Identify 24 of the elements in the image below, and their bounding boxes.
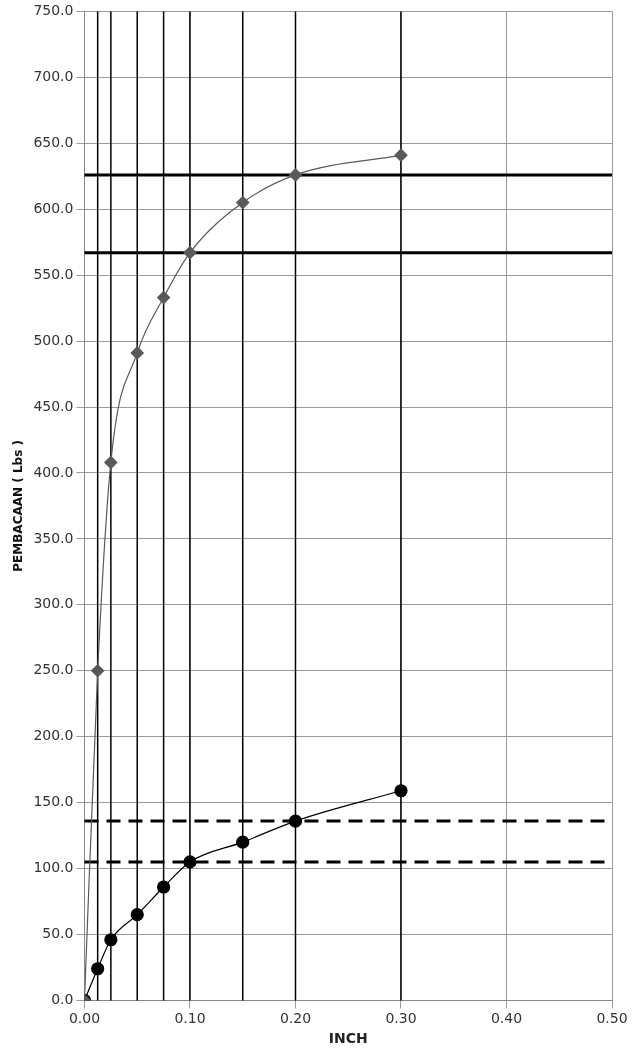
- y-tick-label: 0.0: [51, 991, 74, 1008]
- y-tick-label: 150.0: [33, 793, 74, 810]
- x-tick-label: 0.30: [385, 1010, 417, 1027]
- y-tick-label: 250.0: [33, 661, 74, 678]
- y-tick-label: 450.0: [33, 397, 74, 414]
- y-tick-label: 750.0: [33, 2, 74, 19]
- x-axis-title: INCH: [328, 1030, 368, 1047]
- y-tick-label: 100.0: [33, 859, 74, 876]
- y-tick-label: 350.0: [33, 529, 74, 546]
- y-tick-label: 50.0: [42, 925, 74, 942]
- y-tick-label: 600.0: [33, 199, 74, 216]
- y-tick-label: 300.0: [33, 595, 74, 612]
- x-tick-label: 0.40: [490, 1010, 523, 1027]
- y-tick-label: 700.0: [33, 67, 74, 84]
- x-tick-label: 0.00: [68, 1010, 101, 1027]
- x-tick-label: 0.50: [596, 1010, 628, 1027]
- y-tick-label: 200.0: [33, 727, 74, 744]
- x-tick-label: 0.20: [279, 1010, 312, 1027]
- y-tick-label: 550.0: [33, 265, 74, 282]
- y-tick-label: 500.0: [33, 331, 74, 348]
- x-tick-label: 0.10: [174, 1010, 206, 1027]
- y-tick-label: 650.0: [33, 133, 74, 150]
- y-tick-label: 400.0: [33, 463, 74, 480]
- y-axis-title: PEMBACAAN ( Lbs ): [11, 440, 26, 572]
